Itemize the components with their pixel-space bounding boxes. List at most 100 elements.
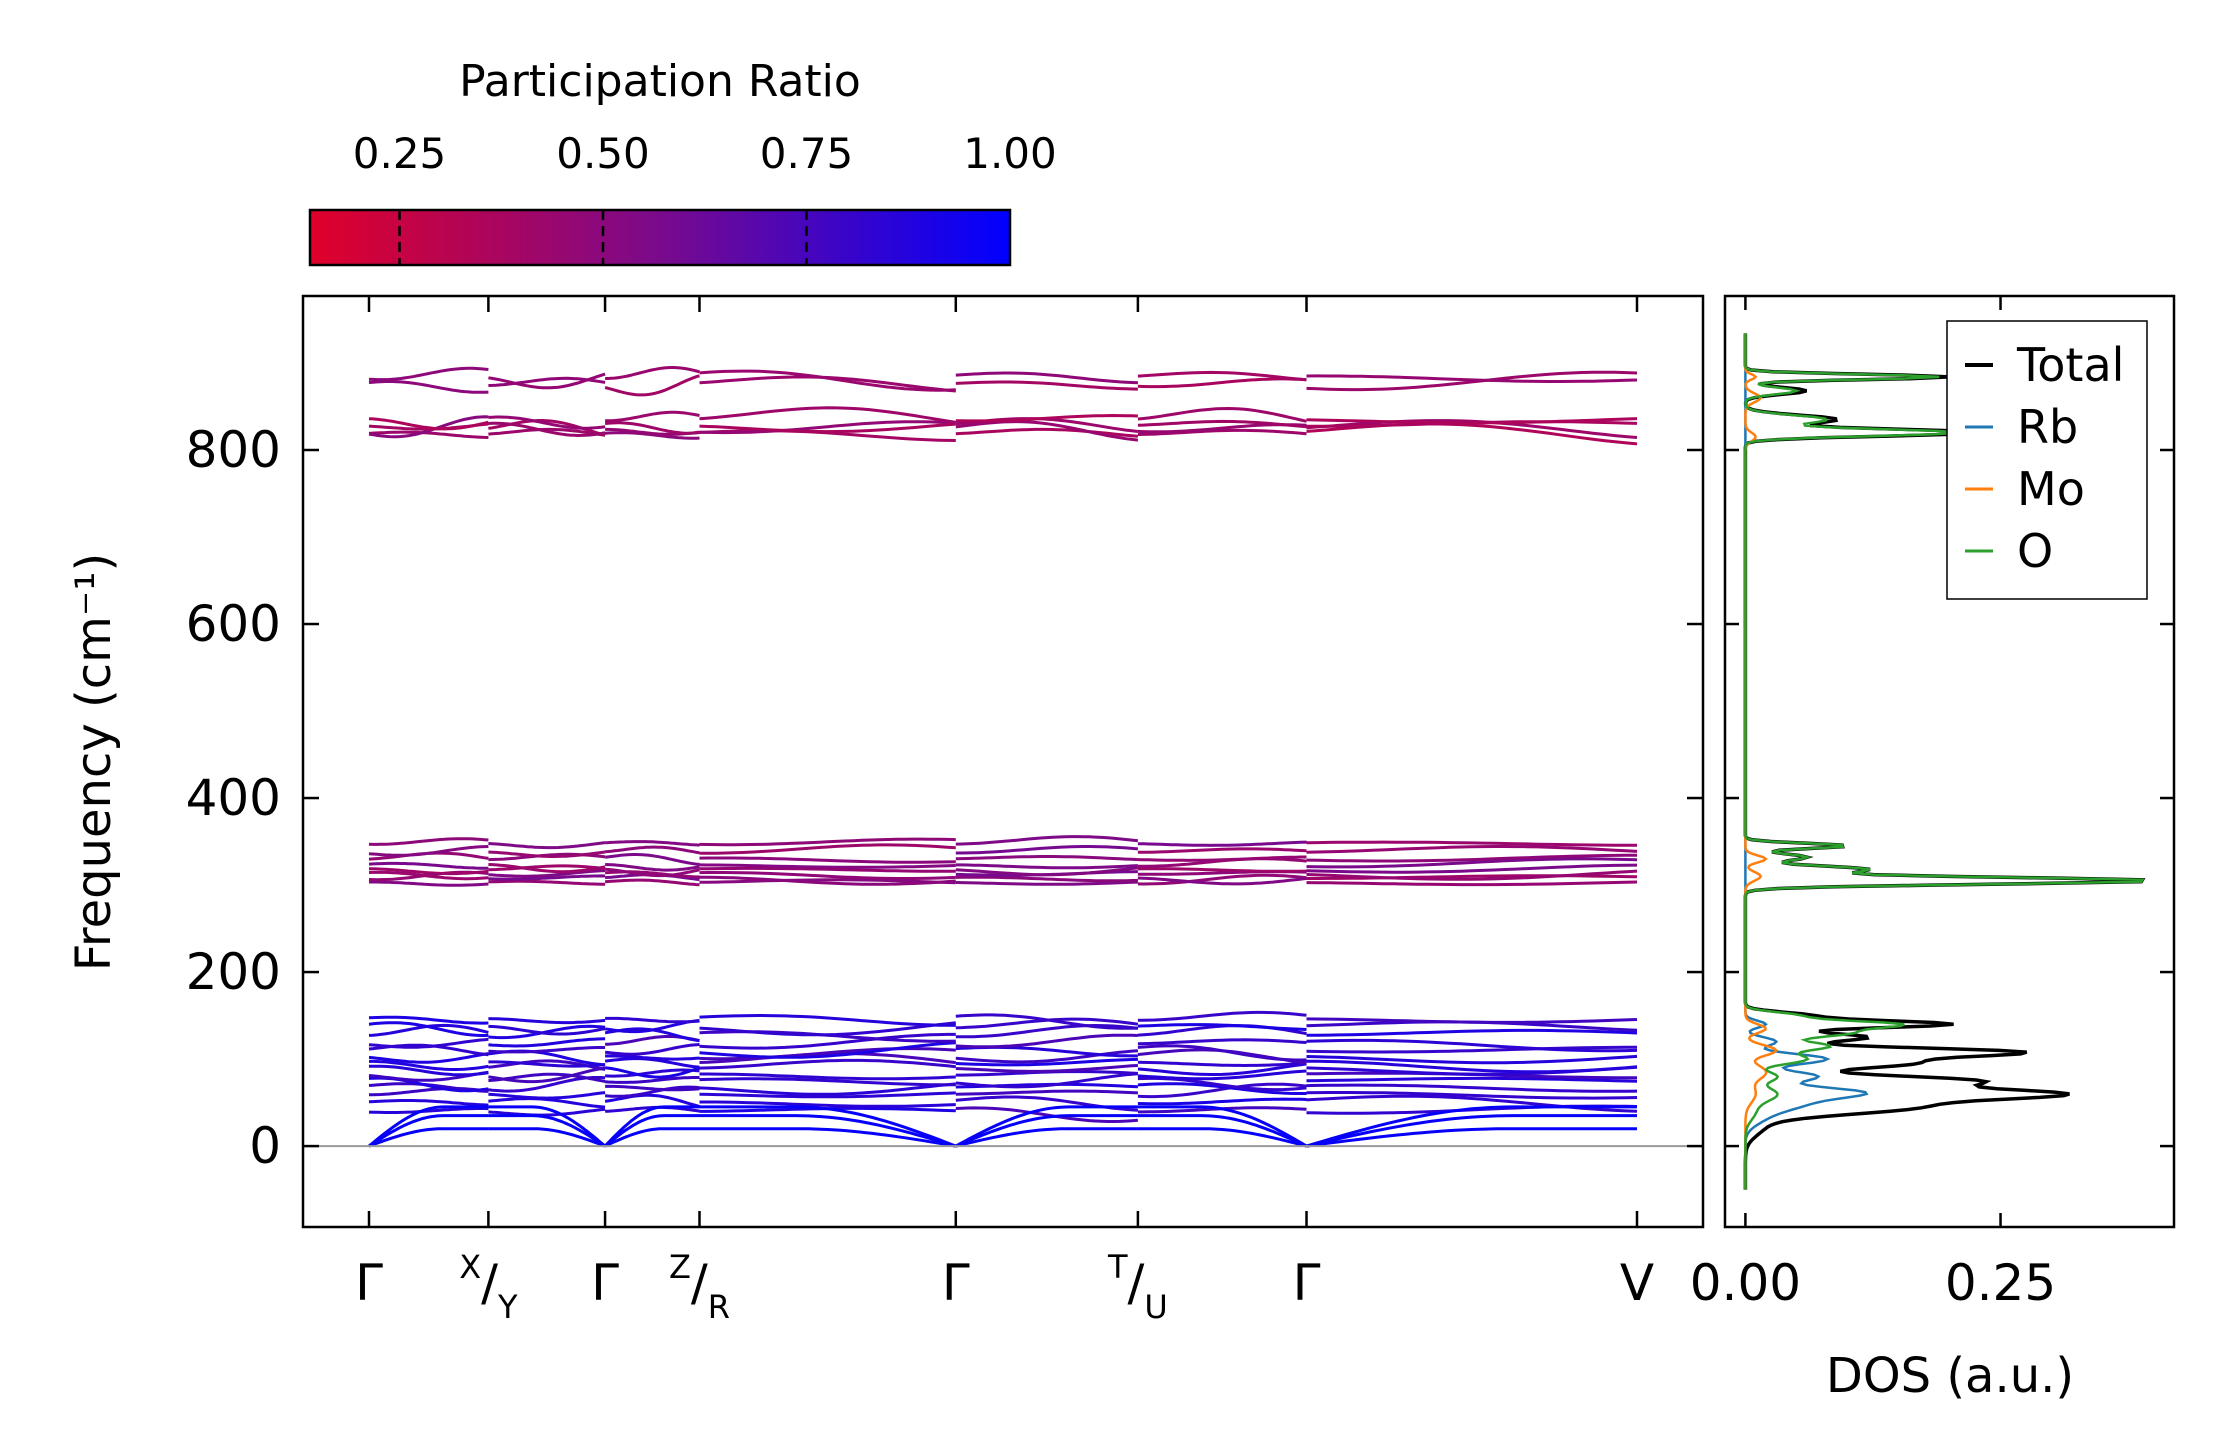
band-line (955, 1057, 1138, 1067)
band-line (488, 869, 606, 878)
band-line (488, 1127, 606, 1148)
band-line (1137, 1114, 1308, 1148)
band-line (1306, 1028, 1638, 1037)
band-line (488, 874, 606, 881)
band-line (605, 1085, 700, 1098)
band-line (488, 427, 606, 437)
legend-items: Total Rb Mo O (1965, 338, 2124, 578)
band-line (368, 430, 489, 439)
band-line (368, 1114, 489, 1148)
band-line (1306, 417, 1638, 425)
band-line (368, 1015, 489, 1025)
band-line (604, 1127, 700, 1148)
band-line (1137, 867, 1307, 873)
band-line (488, 863, 606, 874)
band-line (488, 1066, 606, 1084)
band-line (1306, 1114, 1637, 1148)
high-symmetry-label: Γ (1293, 1254, 1321, 1312)
band-line (955, 1013, 1138, 1030)
band-line (1137, 855, 1307, 862)
dos-curves (1743, 333, 2146, 1190)
band-line (955, 1106, 1139, 1123)
band-line (368, 845, 489, 857)
band-line (1137, 847, 1307, 854)
colorbar-gradient (308, 208, 1012, 267)
band-line (955, 1127, 1138, 1148)
band-line (488, 1114, 606, 1148)
band-line (1137, 428, 1307, 436)
band-line (604, 421, 700, 435)
band-line (1137, 1105, 1308, 1148)
band-line (955, 427, 1139, 438)
band-line (488, 1017, 606, 1025)
band-line (699, 843, 956, 855)
band-line (605, 845, 700, 855)
dos-x-axis-label: DOS (a.u.) (1826, 1348, 2074, 1404)
band-line (1137, 1060, 1307, 1068)
band-line (368, 870, 489, 881)
band-line (605, 867, 700, 878)
band-line (1306, 1091, 1638, 1100)
band-line (1306, 1105, 1637, 1148)
band-line (605, 1016, 700, 1024)
band-line (699, 1077, 956, 1087)
band-line (699, 1013, 956, 1027)
band-line (1137, 370, 1307, 382)
band-line (369, 867, 489, 876)
band-line (604, 853, 700, 866)
band-line (368, 1037, 489, 1049)
band-line (488, 879, 606, 886)
band-line (955, 413, 1138, 423)
band-line (1306, 1017, 1638, 1024)
svg-text:V: V (1620, 1254, 1654, 1312)
band-line (488, 850, 606, 858)
high-symmetry-label: Γ (591, 1254, 619, 1312)
band-line (368, 1021, 489, 1037)
colorbar-tick-label: 0.50 (556, 129, 650, 178)
band-y-axis: 0 200 400 600 800 (186, 421, 1703, 1175)
band-line (955, 1033, 1138, 1049)
band-line (488, 1107, 606, 1117)
band-line (955, 1064, 1138, 1073)
svg-text:Γ: Γ (942, 1254, 970, 1312)
band-line (604, 1043, 700, 1056)
band-line (699, 1032, 956, 1050)
legend-label: Rb (2017, 400, 2078, 454)
band-line (368, 1107, 489, 1114)
dos-x-axis: 0.00 0.25 (1690, 296, 2056, 1312)
colorbar-tick-label: 0.25 (353, 129, 447, 178)
band-line (604, 1066, 700, 1079)
band-line (488, 1060, 606, 1068)
band-line (699, 1091, 956, 1099)
band-line (488, 1105, 607, 1148)
band-line (605, 366, 700, 380)
high-symmetry-label: Γ (942, 1254, 970, 1312)
y-tick-label: 200 (186, 943, 281, 1001)
band-line (699, 1072, 956, 1081)
band-line (699, 1021, 956, 1037)
band-line (603, 1105, 700, 1148)
band-line (488, 372, 606, 390)
band-line (368, 380, 489, 394)
band-line (1137, 1127, 1307, 1148)
band-y-axis-label: Frequency (cm⁻¹) (66, 553, 122, 971)
band-line (1306, 1038, 1638, 1053)
band-line (699, 369, 956, 392)
band-line (699, 1041, 956, 1059)
band-line (1306, 1054, 1638, 1065)
svg-text:X/Y: X/Y (459, 1248, 518, 1326)
band-line (488, 415, 606, 430)
band-lines (368, 366, 1638, 1148)
band-line (955, 380, 1138, 391)
band-line (699, 875, 956, 886)
band-line (1137, 1010, 1307, 1022)
high-symmetry-label: T/U (1107, 1248, 1168, 1326)
band-line (604, 1114, 700, 1148)
svg-text:T/U: T/U (1107, 1248, 1168, 1326)
band-line (1306, 853, 1637, 863)
band-line (699, 406, 957, 424)
band-line (955, 863, 1138, 870)
band-line (1137, 377, 1307, 389)
band-line (1306, 1059, 1638, 1074)
